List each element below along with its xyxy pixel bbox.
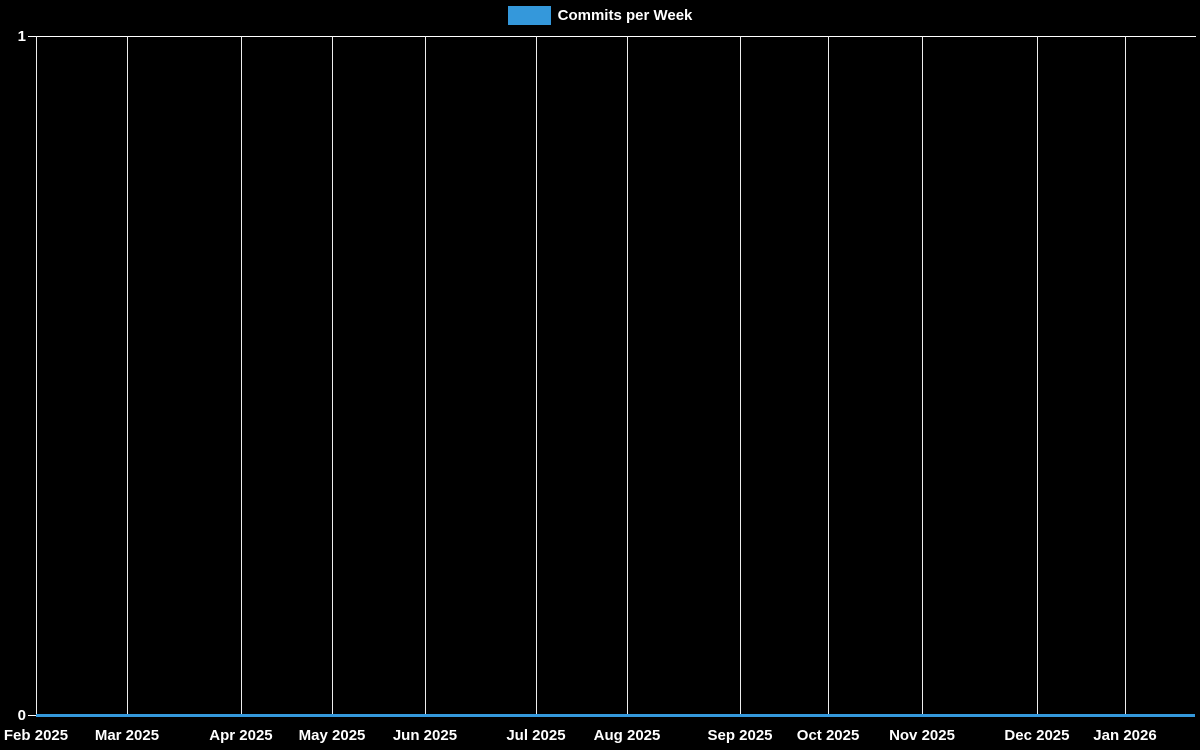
top-gridline: [28, 36, 1196, 37]
v-gridline: [240, 36, 242, 716]
series-line-commits: [36, 714, 1195, 717]
v-gridline: [1125, 36, 1126, 716]
x-tick-label: Dec 2025: [1004, 727, 1070, 744]
x-tick-label: Aug 2025: [593, 727, 661, 744]
v-gridline: [740, 36, 741, 716]
chart-legend: Commits per Week: [0, 6, 1200, 25]
v-gridline: [627, 36, 629, 716]
v-gridline: [424, 36, 426, 716]
legend-swatch: [507, 6, 551, 25]
x-tick-label: Jun 2025: [392, 727, 458, 744]
x-tick-label: Oct 2025: [796, 727, 860, 744]
v-gridline: [1036, 36, 1038, 716]
plot-area: [28, 36, 1196, 717]
x-tick-label: Apr 2025: [209, 727, 273, 744]
x-tick-label: Sep 2025: [707, 727, 773, 744]
x-axis-labels: Feb 2025 Mar 2025 Apr 2025 May 2025 Jun 2025…: [4, 727, 1196, 747]
v-gridline: [332, 36, 334, 716]
x-tick-label: May 2025: [298, 727, 366, 744]
x-tick-label: Jul 2025: [506, 727, 566, 744]
v-gridline: [36, 36, 37, 716]
v-gridline: [126, 36, 128, 716]
y-axis-zero-tick: [28, 715, 36, 716]
v-gridline: [922, 36, 923, 716]
legend-label: Commits per Week: [557, 7, 693, 24]
x-tick-label: Nov 2025: [889, 727, 955, 744]
x-tick-label: Jan 2026: [1093, 727, 1157, 744]
v-gridline: [828, 36, 830, 716]
y-tick-label-0: 0: [17, 707, 26, 724]
x-tick-label: Mar 2025: [94, 727, 160, 744]
x-tick-label: Feb 2025: [3, 727, 69, 744]
v-gridline: [535, 36, 537, 716]
y-tick-label-1: 1: [17, 28, 26, 45]
